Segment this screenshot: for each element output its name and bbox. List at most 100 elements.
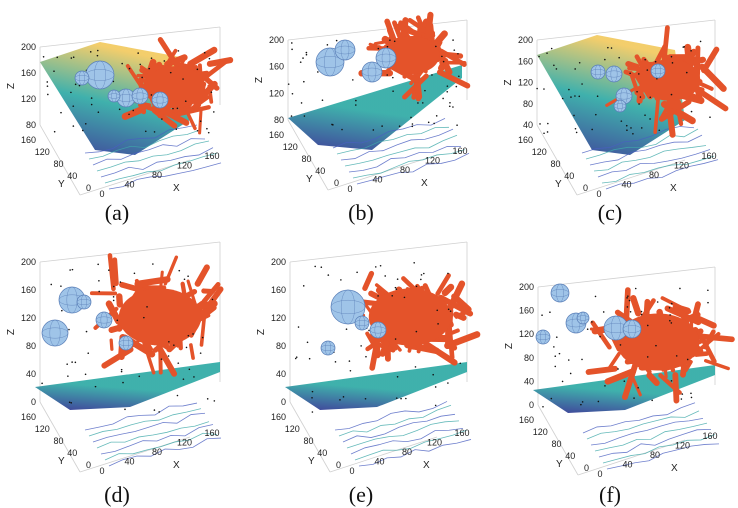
panel-c-sphere-3 xyxy=(650,63,666,79)
panel-a-x-tick: 160 xyxy=(204,151,219,161)
panel-c-x-tick: 80 xyxy=(649,170,659,180)
panel-f-z-tick: 200 xyxy=(519,282,534,292)
panel-d-z-tick: 160 xyxy=(21,285,36,295)
panel-e-z-tick: 160 xyxy=(271,285,286,295)
panel-d-surface xyxy=(35,362,220,410)
panel-b-y-tick: 80 xyxy=(301,154,311,164)
panel-c-y-tick: 120 xyxy=(532,147,547,157)
panel-c-y-tick: 40 xyxy=(564,171,574,181)
panel-c-x-label: X xyxy=(670,183,677,194)
caption-c: (c) xyxy=(597,200,623,225)
panel-e-z-tick: 80 xyxy=(276,341,286,351)
panel-c-y-tick: 80 xyxy=(550,159,560,169)
panel-b-z-tick: 80 xyxy=(274,115,284,125)
panel-f-y-tick: 160 xyxy=(519,415,534,425)
panel-e-z-tick: 0 xyxy=(281,397,286,407)
panel-b-tree xyxy=(358,11,471,102)
panel-a-y-tick: 160 xyxy=(21,135,36,145)
panel-c-x-tick: 0 xyxy=(596,189,601,199)
panel-b-z-tick: 200 xyxy=(269,35,284,45)
panel-c-x-tick: 40 xyxy=(621,180,631,190)
panel-d-x-tick: 0 xyxy=(99,466,104,476)
panel-f-z-tick: 120 xyxy=(519,329,534,339)
panel-b-sphere-2 xyxy=(334,39,356,61)
panel-c-z-tick: 160 xyxy=(518,56,533,66)
panel-b-y-label: Y xyxy=(306,174,313,185)
panel-e-x-tick: 0 xyxy=(349,466,354,476)
panel-c-z-tick: 80 xyxy=(523,99,533,109)
panel-b-sphere-3 xyxy=(361,61,383,83)
panel-e-x-tick: 40 xyxy=(374,457,384,467)
panel-b-x-label: X xyxy=(421,178,428,189)
panel-b-x-tick: 160 xyxy=(452,146,467,156)
panel-c-sphere-2 xyxy=(605,65,623,83)
panel-e-surface xyxy=(285,362,467,410)
panel-d-sphere-5 xyxy=(76,294,92,310)
panel-e-contours xyxy=(334,401,472,467)
panel-c-x-tick: 120 xyxy=(674,161,689,171)
panel-a-x-label: X xyxy=(173,183,180,194)
panel-f-x-tick: 160 xyxy=(702,431,717,441)
caption-e: (e) xyxy=(348,482,374,507)
caption-f: (f) xyxy=(599,482,621,507)
panel-f-z-label: Z xyxy=(504,343,515,349)
panel-c-z-tick: 200 xyxy=(518,35,533,45)
panel-d-sphere-4 xyxy=(118,335,134,351)
panel-b-z-label: Z xyxy=(254,77,265,83)
panel-e-sphere-2 xyxy=(369,321,387,339)
panel-e-y-tick: 0 xyxy=(336,460,341,470)
panel-f-y-tick: 80 xyxy=(551,439,561,449)
caption-d: (d) xyxy=(104,482,130,507)
panel-e-z-tick: 200 xyxy=(271,257,286,267)
panel-f-y-tick: 0 xyxy=(584,463,589,473)
panel-f-contours xyxy=(582,402,720,470)
panel-f-tree xyxy=(585,287,735,404)
panel-a-sphere-4 xyxy=(131,87,149,105)
panel-f-sphere-4 xyxy=(622,319,642,339)
panel-e-y-tick: 120 xyxy=(285,424,300,434)
panel-d-z-label: Z xyxy=(6,329,17,335)
panel-d-y-tick: 120 xyxy=(35,424,50,434)
panel-d-y-tick: 160 xyxy=(21,412,36,422)
panel-d-y-tick: 80 xyxy=(53,436,63,446)
panel-d-y-tick: 40 xyxy=(67,448,77,458)
panel-f-sphere-6 xyxy=(576,311,590,325)
panel-d-sphere-2 xyxy=(41,319,69,347)
panel-e-sphere-3 xyxy=(320,340,336,356)
panel-c-sphere-1 xyxy=(590,64,606,80)
panel-b-sphere-4 xyxy=(375,47,397,69)
panel-f-sphere-1 xyxy=(550,283,570,303)
panel-f-y-label: Y xyxy=(556,459,563,470)
panel-d-x-tick: 120 xyxy=(177,438,192,448)
panel-b-contours xyxy=(332,118,470,185)
panel-e-z-tick: 120 xyxy=(271,313,286,323)
panel-c-z-tick: 40 xyxy=(523,120,533,130)
panel-b-x-tick: 120 xyxy=(425,156,440,166)
panel-e-y-label: Y xyxy=(308,456,315,467)
panel-e-x-tick: 80 xyxy=(402,447,412,457)
panel-c-contours xyxy=(581,126,719,190)
panel-f-y-tick: 120 xyxy=(533,427,548,437)
panel-a-y-tick: 40 xyxy=(67,171,77,181)
panel-d-sphere-3 xyxy=(95,311,113,329)
panel-c-z-label: Z xyxy=(503,79,514,85)
panel-d-x-label: X xyxy=(173,460,180,471)
panel-a-z-tick: 80 xyxy=(26,120,36,130)
panel-d-tree xyxy=(89,253,224,377)
panel-b-x-tick: 0 xyxy=(347,184,352,194)
panel-e-z-label: Z xyxy=(256,329,267,335)
panel-f-y-tick: 40 xyxy=(565,451,575,461)
panel-a-z-tick: 160 xyxy=(21,68,36,78)
panel-b-y-tick: 160 xyxy=(269,130,284,140)
panel-f-x-tick: 40 xyxy=(622,460,632,470)
caption-a: (a) xyxy=(104,200,130,225)
panel-e-x-tick: 120 xyxy=(427,438,442,448)
panel-c-y-label: Y xyxy=(555,179,562,190)
panel-d-z-tick: 40 xyxy=(26,369,36,379)
panel-c-y-tick: 160 xyxy=(518,135,533,145)
panel-a-z-tick: 120 xyxy=(21,94,36,104)
